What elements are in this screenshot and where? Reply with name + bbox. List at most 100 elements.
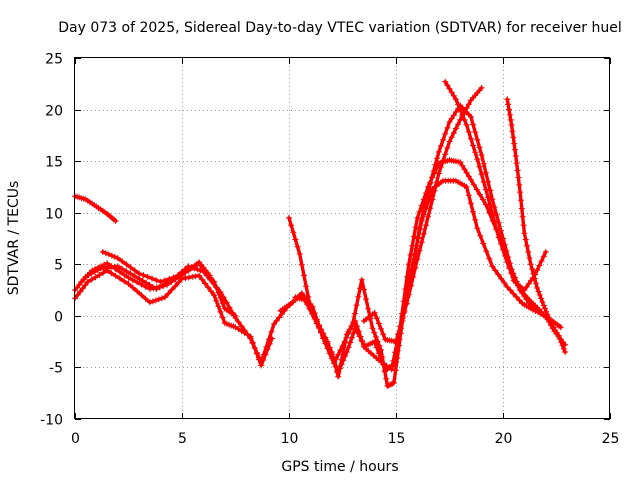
data-point <box>96 272 103 278</box>
data-point <box>485 194 491 201</box>
data-point <box>467 176 474 183</box>
data-point <box>320 335 327 342</box>
data-point <box>351 310 358 317</box>
data-point <box>510 134 517 141</box>
data-point <box>478 171 485 178</box>
data-point <box>509 128 516 135</box>
data-point <box>493 226 500 233</box>
data-point <box>131 267 138 274</box>
data-point <box>525 299 532 306</box>
data-point <box>268 335 275 342</box>
data-point <box>489 210 496 217</box>
data-point <box>381 368 388 375</box>
data-point <box>375 320 382 327</box>
data-point <box>556 335 563 342</box>
data-point <box>185 274 192 281</box>
data-point <box>324 345 331 352</box>
data-point <box>515 174 522 181</box>
data-point <box>393 338 399 345</box>
data-point <box>507 116 514 123</box>
data-point <box>298 261 305 268</box>
data-point <box>194 266 201 273</box>
data-point <box>418 216 425 223</box>
data-point <box>112 272 119 279</box>
data-point <box>383 375 390 382</box>
data-point <box>355 293 362 300</box>
data-point <box>534 285 541 291</box>
data-point <box>395 331 402 337</box>
data-point <box>472 129 479 136</box>
data-point <box>311 310 318 316</box>
data-point <box>223 299 230 306</box>
data-point <box>343 334 350 341</box>
data-point <box>480 240 487 247</box>
data-point <box>448 115 455 122</box>
data-point <box>219 300 226 307</box>
data-point <box>208 288 215 295</box>
data-point <box>396 342 402 349</box>
series-sat-j <box>504 96 554 324</box>
data-point <box>429 174 435 181</box>
data-point <box>309 303 316 310</box>
data-point <box>500 235 506 242</box>
data-point <box>345 330 352 337</box>
data-point <box>363 296 369 303</box>
data-point <box>405 261 412 268</box>
data-point <box>397 323 404 330</box>
data-point <box>527 277 534 284</box>
data-point <box>483 248 490 255</box>
data-point <box>535 288 542 295</box>
data-point <box>290 229 297 236</box>
data-point <box>513 160 520 167</box>
data-point <box>161 277 168 284</box>
data-point <box>379 354 386 361</box>
data-point <box>431 187 438 194</box>
data-point <box>467 200 474 207</box>
data-point <box>182 275 189 282</box>
data-point <box>480 160 487 167</box>
data-point <box>74 292 81 298</box>
data-point <box>545 314 552 321</box>
data-point <box>448 89 455 96</box>
data-point <box>452 109 459 115</box>
data-point <box>215 303 222 310</box>
data-point <box>420 230 427 237</box>
data-point <box>131 273 138 280</box>
data-point <box>452 96 459 103</box>
data-point <box>104 260 111 267</box>
data-point <box>149 275 155 282</box>
data-point <box>562 349 569 355</box>
data-point <box>446 85 453 92</box>
data-point <box>504 96 511 103</box>
data-point <box>172 283 179 290</box>
series-line <box>73 268 274 368</box>
data-point <box>517 189 524 196</box>
data-point <box>373 315 380 322</box>
data-point <box>387 381 393 388</box>
data-point <box>472 149 479 156</box>
data-point <box>416 247 423 254</box>
y-tick-label: 20 <box>45 104 63 120</box>
series-sat-i <box>442 78 564 331</box>
data-point <box>176 273 183 280</box>
data-point <box>435 170 442 177</box>
data-point <box>401 308 408 315</box>
data-point <box>521 293 528 300</box>
data-point <box>544 311 551 318</box>
data-point <box>418 239 425 246</box>
data-point <box>416 208 423 215</box>
data-point <box>217 308 224 315</box>
data-point <box>482 186 489 193</box>
data-point <box>524 242 530 249</box>
data-point <box>161 294 168 301</box>
data-point <box>358 276 365 283</box>
data-point <box>378 325 384 332</box>
data-point <box>437 142 444 149</box>
data-point <box>139 277 146 284</box>
data-point <box>435 148 442 155</box>
data-point <box>497 227 504 234</box>
data-point <box>478 152 485 158</box>
series-layer <box>72 78 569 389</box>
data-point <box>102 250 109 257</box>
